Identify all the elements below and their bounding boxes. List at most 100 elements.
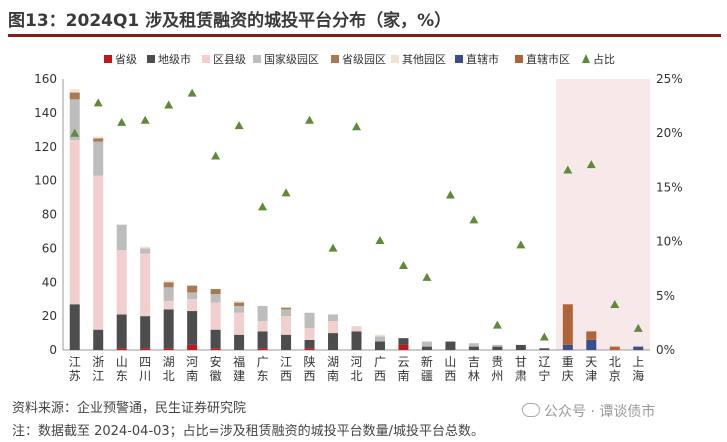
y-left-tick-label: 160 (34, 72, 57, 86)
bar-segment (281, 316, 292, 335)
x-tick-label: 天津 (585, 355, 597, 383)
share-marker (281, 188, 291, 197)
y-left-tick-label: 40 (42, 275, 57, 289)
x-tick-label: 云南 (397, 355, 409, 383)
x-tick-label: 湖南 (327, 354, 339, 383)
legend-label: 其他园区 (402, 53, 446, 66)
bar-segment (539, 348, 550, 350)
bar-segment (257, 305, 268, 322)
bar-segment (187, 292, 198, 300)
bar-segment (187, 299, 198, 312)
bar-segment (93, 329, 104, 350)
legend-label: 省级园区 (342, 53, 386, 66)
legend-label: 直辖市 (466, 52, 499, 66)
bar-segment (93, 175, 104, 330)
bar-segment (163, 309, 174, 349)
bar-segment (163, 287, 174, 301)
bar-segment (633, 346, 644, 350)
legend-swatch (104, 55, 112, 63)
share-marker (187, 88, 197, 97)
bar-segment (351, 331, 362, 350)
bar-segment (492, 346, 503, 350)
x-tick-label: 广东 (257, 355, 269, 383)
legend-swatch (515, 55, 523, 63)
x-tick-label: 广西 (374, 355, 386, 383)
bar-segment (421, 341, 432, 347)
share-marker (422, 272, 432, 281)
y-left-tick-label: 140 (34, 106, 57, 120)
bar-segment (304, 312, 315, 328)
bar-segment (93, 141, 104, 176)
bar-segment (374, 336, 385, 342)
x-tick-label: 湖北 (163, 354, 175, 383)
share-marker (305, 115, 315, 124)
bar-segment (257, 331, 268, 349)
x-tick-label: 辽宁 (538, 355, 550, 383)
watermark-text: 公众号 · 谭谈债市 (544, 404, 656, 420)
x-tick-label: 新疆 (421, 354, 433, 383)
bar-segment (328, 321, 339, 334)
x-tick-label: 山西 (444, 355, 456, 383)
legend-label: 省级 (115, 53, 137, 66)
bar-segment (351, 326, 362, 332)
bar-segment (163, 348, 174, 350)
y-left-tick-label: 60 (42, 241, 57, 255)
bar-segment (187, 344, 198, 350)
x-tick-label: 河北 (350, 355, 362, 383)
x-tick-label: 浙江 (92, 355, 104, 383)
legend-label: 国家级园区 (264, 52, 319, 66)
y-right-tick-label: 25% (656, 72, 683, 86)
bar-segment (398, 344, 409, 350)
bar-segment (140, 246, 151, 249)
x-tick-label: 河南 (186, 355, 198, 383)
bar-segment (93, 138, 104, 142)
legend-swatch (331, 55, 339, 63)
bar-segment (69, 139, 80, 305)
bar-segment (304, 348, 315, 350)
legend-swatch (253, 55, 261, 63)
x-tick-label: 福建 (233, 354, 245, 383)
legend-label: 地级市 (158, 52, 191, 66)
bar-segment (609, 346, 620, 350)
share-marker (93, 98, 103, 107)
y-left-tick-label: 20 (42, 309, 57, 323)
share-marker (375, 236, 385, 245)
bar-segment (116, 250, 127, 315)
x-tick-label: 重庆 (562, 355, 574, 383)
bar-segment (234, 300, 245, 303)
footnote: 注：数据截至 2024-04-03；占比=涉及租赁融资的城投平台数量/城投平台总… (12, 424, 484, 439)
legend-swatch (455, 55, 463, 63)
share-marker (140, 115, 150, 124)
bar-segment (468, 343, 479, 347)
share-marker (492, 320, 502, 329)
legend-swatch (202, 55, 210, 63)
bar-segment (421, 346, 432, 350)
y-right-tick-label: 20% (656, 126, 683, 140)
bar-segment (515, 344, 526, 350)
bar-segment (281, 334, 292, 350)
bar-segment (116, 224, 127, 251)
share-marker (328, 243, 338, 252)
bar-segment (116, 314, 127, 349)
bar-segment (234, 302, 245, 306)
bar-segment (328, 333, 339, 350)
bar-segment (398, 338, 409, 345)
x-tick-label: 吉林 (468, 355, 480, 383)
bar-segment (187, 285, 198, 293)
bar-segment (234, 334, 245, 350)
x-tick-label: 贵州 (491, 355, 503, 383)
bar-segment (210, 329, 221, 349)
x-tick-label: 江西 (280, 355, 292, 383)
share-marker (539, 332, 549, 341)
share-marker (117, 117, 127, 126)
wechat-icon (522, 403, 540, 417)
bar-segment (304, 327, 315, 340)
bar-segment (445, 341, 456, 350)
share-marker (164, 100, 174, 109)
bar-segment (234, 305, 245, 313)
x-tick-label: 上海 (632, 355, 644, 383)
x-tick-label: 山东 (116, 355, 128, 383)
bar-segment (163, 282, 174, 288)
share-marker (234, 121, 244, 130)
share-marker (516, 240, 526, 249)
